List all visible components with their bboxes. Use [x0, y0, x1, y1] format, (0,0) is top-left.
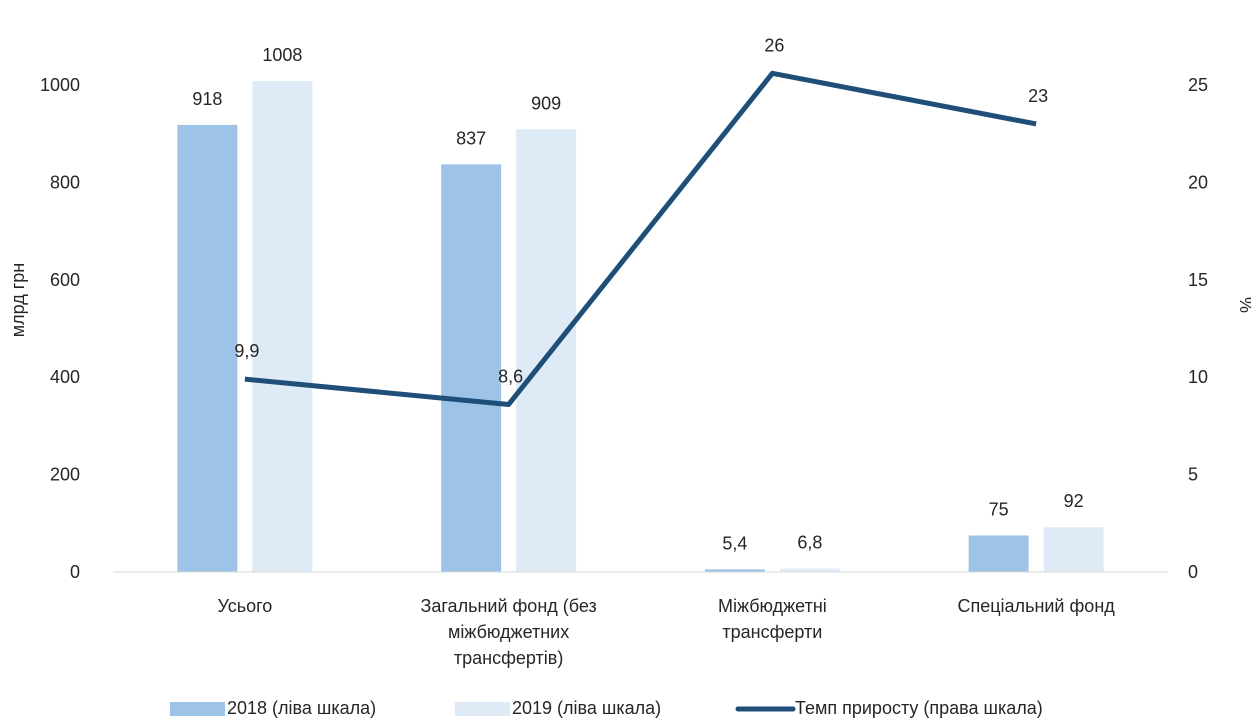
line-value-label: 8,6 [498, 366, 523, 386]
bar-value-label: 837 [456, 128, 486, 148]
bar-value-label: 75 [989, 499, 1009, 519]
bar [441, 164, 502, 573]
right-axis-tick-label: 5 [1188, 465, 1198, 485]
line-value-label: 26 [764, 35, 784, 55]
bar [177, 124, 238, 573]
bar [516, 129, 577, 572]
legend-swatch [455, 702, 510, 716]
left-axis-tick-label: 0 [70, 562, 80, 582]
data-label-layer: 918 1008 837 909 5,4 6,8 75 92 9,9 8,6 26 23 [192, 35, 1083, 553]
right-axis-ticks: 0 5 10 15 20 25 [1188, 75, 1208, 582]
bar-value-label: 6,8 [797, 533, 822, 553]
bar [779, 568, 840, 572]
left-axis-title: млрд грн [8, 263, 28, 338]
bar [704, 569, 765, 572]
legend-label: 2019 (ліва шкала) [512, 698, 661, 718]
category-label: Усього [217, 596, 272, 616]
line-value-label: 23 [1028, 86, 1048, 106]
legend-label: 2018 (ліва шкала) [227, 698, 376, 718]
bar-value-label: 92 [1064, 491, 1084, 511]
right-axis-tick-label: 25 [1188, 75, 1208, 95]
bar-value-label: 5,4 [722, 533, 747, 553]
category-label: Спеціальний фонд [957, 596, 1115, 616]
legend-label: Темп приросту (права шкала) [795, 698, 1043, 718]
legend: 2018 (ліва шкала) 2019 (ліва шкала) Темп п… [170, 698, 1043, 718]
bar [252, 81, 313, 572]
right-axis-tick-label: 20 [1188, 172, 1208, 192]
legend-swatch [170, 702, 225, 716]
right-axis-tick-label: 10 [1188, 367, 1208, 387]
category-label: Міжбюджетні трансферти [718, 596, 827, 642]
bar [968, 535, 1029, 572]
bar-value-label: 1008 [262, 45, 302, 65]
left-axis-tick-label: 800 [50, 172, 80, 192]
left-axis-ticks: 0 200 400 600 800 1000 [40, 75, 80, 582]
left-axis-tick-label: 400 [50, 367, 80, 387]
line-layer [244, 70, 1037, 407]
left-axis-tick-label: 1000 [40, 75, 80, 95]
right-axis-title: % [1236, 297, 1251, 313]
right-axis-tick-label: 0 [1188, 562, 1198, 582]
left-axis-tick-label: 600 [50, 270, 80, 290]
line-value-label: 9,9 [234, 341, 259, 361]
bar-value-label: 918 [192, 89, 222, 109]
growth-rate-line [244, 70, 1037, 407]
bar-layer [177, 81, 1104, 573]
bar [1043, 527, 1104, 572]
bar-value-label: 909 [531, 93, 561, 113]
category-labels: Усього Загальний фонд (без міжбюджетних тра… [217, 596, 1115, 668]
left-axis-tick-label: 200 [50, 465, 80, 485]
category-label: Загальний фонд (без міжбюджетних трансферт… [421, 596, 597, 668]
right-axis-tick-label: 15 [1188, 270, 1208, 290]
